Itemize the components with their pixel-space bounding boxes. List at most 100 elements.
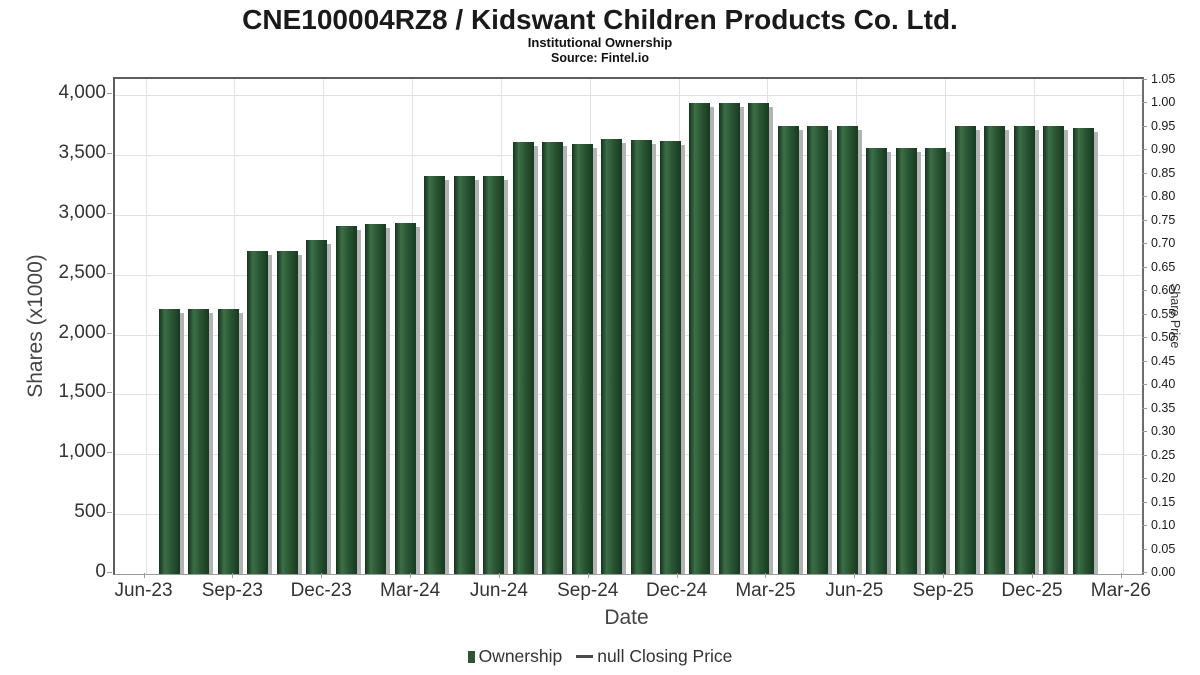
y-axis-left-tick-label: 2,500: [58, 261, 106, 283]
x-axis-tick-label: Mar-25: [735, 580, 796, 601]
y-axis-left-tick-label: 3,500: [58, 141, 106, 163]
bar[interactable]: [306, 239, 328, 574]
x-axis-tick-label: Sep-23: [201, 580, 263, 601]
y-axis-left-tick: [107, 272, 112, 274]
y-axis-right-tick: [1142, 525, 1147, 527]
x-axis-tick: [765, 573, 767, 578]
y-axis-right-tick: [1142, 243, 1147, 245]
y-axis-left-tick: [107, 572, 112, 573]
x-axis-tick-label: Mar-24: [379, 580, 441, 601]
y-axis-right-tick: [1142, 384, 1147, 386]
vertical-gridline: [145, 79, 147, 574]
y-axis-right-tick-label: 0.30: [1151, 424, 1176, 439]
closing-price-line-marker-icon: [576, 655, 594, 658]
y-axis-right-tick-label: 0.70: [1151, 236, 1176, 251]
y-axis-left-tick-label: 2,000: [58, 321, 106, 343]
bar[interactable]: [424, 176, 446, 574]
bar[interactable]: [571, 143, 593, 574]
y-axis-right-tick-label: 0.90: [1151, 142, 1176, 157]
legend-item-ownership[interactable]: Ownership: [467, 646, 563, 667]
horizontal-gridline: [115, 514, 1142, 516]
y-axis-left-tick-label: 3,000: [58, 201, 106, 223]
bar[interactable]: [748, 103, 770, 574]
y-axis-right-tick: [1142, 478, 1147, 480]
y-axis-right-tick-label: 0.00: [1151, 565, 1176, 579]
legend: Ownership null Closing Price: [0, 646, 1200, 667]
y-axis-left-tick: [107, 452, 112, 454]
x-axis-tick: [1120, 573, 1122, 578]
bar[interactable]: [659, 140, 681, 574]
bar[interactable]: [1072, 127, 1094, 574]
bar[interactable]: [984, 126, 1006, 574]
x-axis-tick-label: Mar-26: [1090, 580, 1151, 601]
x-axis-tick-label: Jun-23: [114, 580, 173, 601]
y-axis-right-tick: [1142, 290, 1147, 292]
bar[interactable]: [276, 250, 298, 574]
y-axis-right-tick: [1142, 407, 1147, 409]
legend-item-closing-price[interactable]: null Closing Price: [576, 646, 732, 667]
bar[interactable]: [542, 141, 564, 574]
bar[interactable]: [217, 308, 239, 574]
bar[interactable]: [689, 103, 711, 574]
y-axis-left-tick: [107, 392, 112, 394]
bar[interactable]: [895, 147, 917, 574]
x-axis-tick: [410, 573, 412, 578]
y-axis-right-tick-label: 0.85: [1151, 165, 1176, 180]
y-axis-right-tick-label: 0.80: [1151, 189, 1176, 204]
y-axis-right-tick-label: 0.45: [1151, 353, 1176, 368]
bar[interactable]: [718, 103, 740, 574]
bar[interactable]: [159, 309, 180, 574]
x-axis-tick: [943, 573, 945, 578]
horizontal-gridline: [115, 454, 1142, 456]
y-axis-right-tick: [1142, 79, 1147, 80]
bar[interactable]: [1013, 126, 1035, 574]
bar[interactable]: [394, 223, 416, 574]
y-axis-right-tick-label: 0.40: [1151, 377, 1176, 392]
legend-label-ownership: Ownership: [478, 646, 563, 666]
bar[interactable]: [453, 176, 475, 574]
chart-source-credit: Source: Fintel.io: [551, 51, 649, 65]
y-axis-right-tick: [1142, 360, 1147, 362]
y-axis-left-tick-label: 1,000: [58, 441, 106, 463]
y-axis-right-tick-label: 0.65: [1151, 259, 1176, 274]
x-axis-tick: [587, 573, 589, 578]
bar[interactable]: [483, 176, 505, 574]
bar[interactable]: [630, 139, 652, 574]
x-axis-tick-label: Dec-25: [1001, 580, 1063, 601]
y-axis-left-tick: [107, 512, 112, 514]
bar[interactable]: [777, 125, 799, 574]
y-axis-right-tick: [1142, 313, 1147, 315]
x-axis-tick: [232, 573, 234, 578]
y-axis-right-tick-label: 0.60: [1151, 283, 1176, 298]
bar[interactable]: [866, 147, 888, 574]
y-axis-right-tick-label: 0.15: [1151, 494, 1176, 509]
x-axis-label: Date: [604, 606, 649, 629]
bar[interactable]: [188, 309, 210, 574]
bar[interactable]: [954, 126, 976, 574]
bar[interactable]: [836, 125, 858, 574]
bar[interactable]: [335, 225, 357, 574]
x-axis-tick: [143, 573, 145, 578]
horizontal-gridline: [115, 394, 1142, 396]
y-axis-right-tick: [1142, 196, 1147, 198]
bar[interactable]: [925, 147, 947, 574]
x-axis-tick-label: Sep-25: [912, 580, 974, 601]
ownership-square-marker-icon: [467, 650, 475, 663]
y-axis-right-tick: [1142, 337, 1147, 339]
x-axis-tick: [1032, 573, 1033, 578]
chart-subtitle: Institutional Ownership: [527, 35, 673, 50]
bar[interactable]: [807, 125, 829, 574]
bar[interactable]: [1043, 126, 1065, 574]
y-axis-right-tick: [1142, 266, 1147, 268]
legend-label-closing-price: null Closing Price: [597, 646, 733, 666]
x-axis-tick: [676, 573, 678, 578]
bar[interactable]: [247, 250, 269, 574]
y-axis-left-tick: [107, 152, 112, 154]
y-axis-right-tick: [1142, 219, 1147, 221]
y-axis-right-tick: [1142, 172, 1147, 174]
bar[interactable]: [601, 139, 623, 574]
bar[interactable]: [512, 142, 534, 574]
y-axis-left-tick-label: 0: [95, 561, 106, 582]
bar[interactable]: [365, 224, 387, 574]
vertical-gridline: [1122, 79, 1124, 574]
